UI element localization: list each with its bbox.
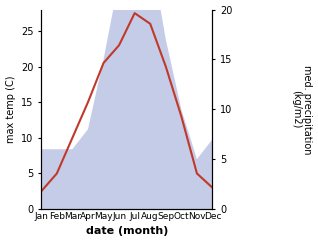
- Y-axis label: med. precipitation
(kg/m2): med. precipitation (kg/m2): [291, 65, 313, 154]
- X-axis label: date (month): date (month): [86, 227, 168, 236]
- Y-axis label: max temp (C): max temp (C): [5, 76, 16, 143]
